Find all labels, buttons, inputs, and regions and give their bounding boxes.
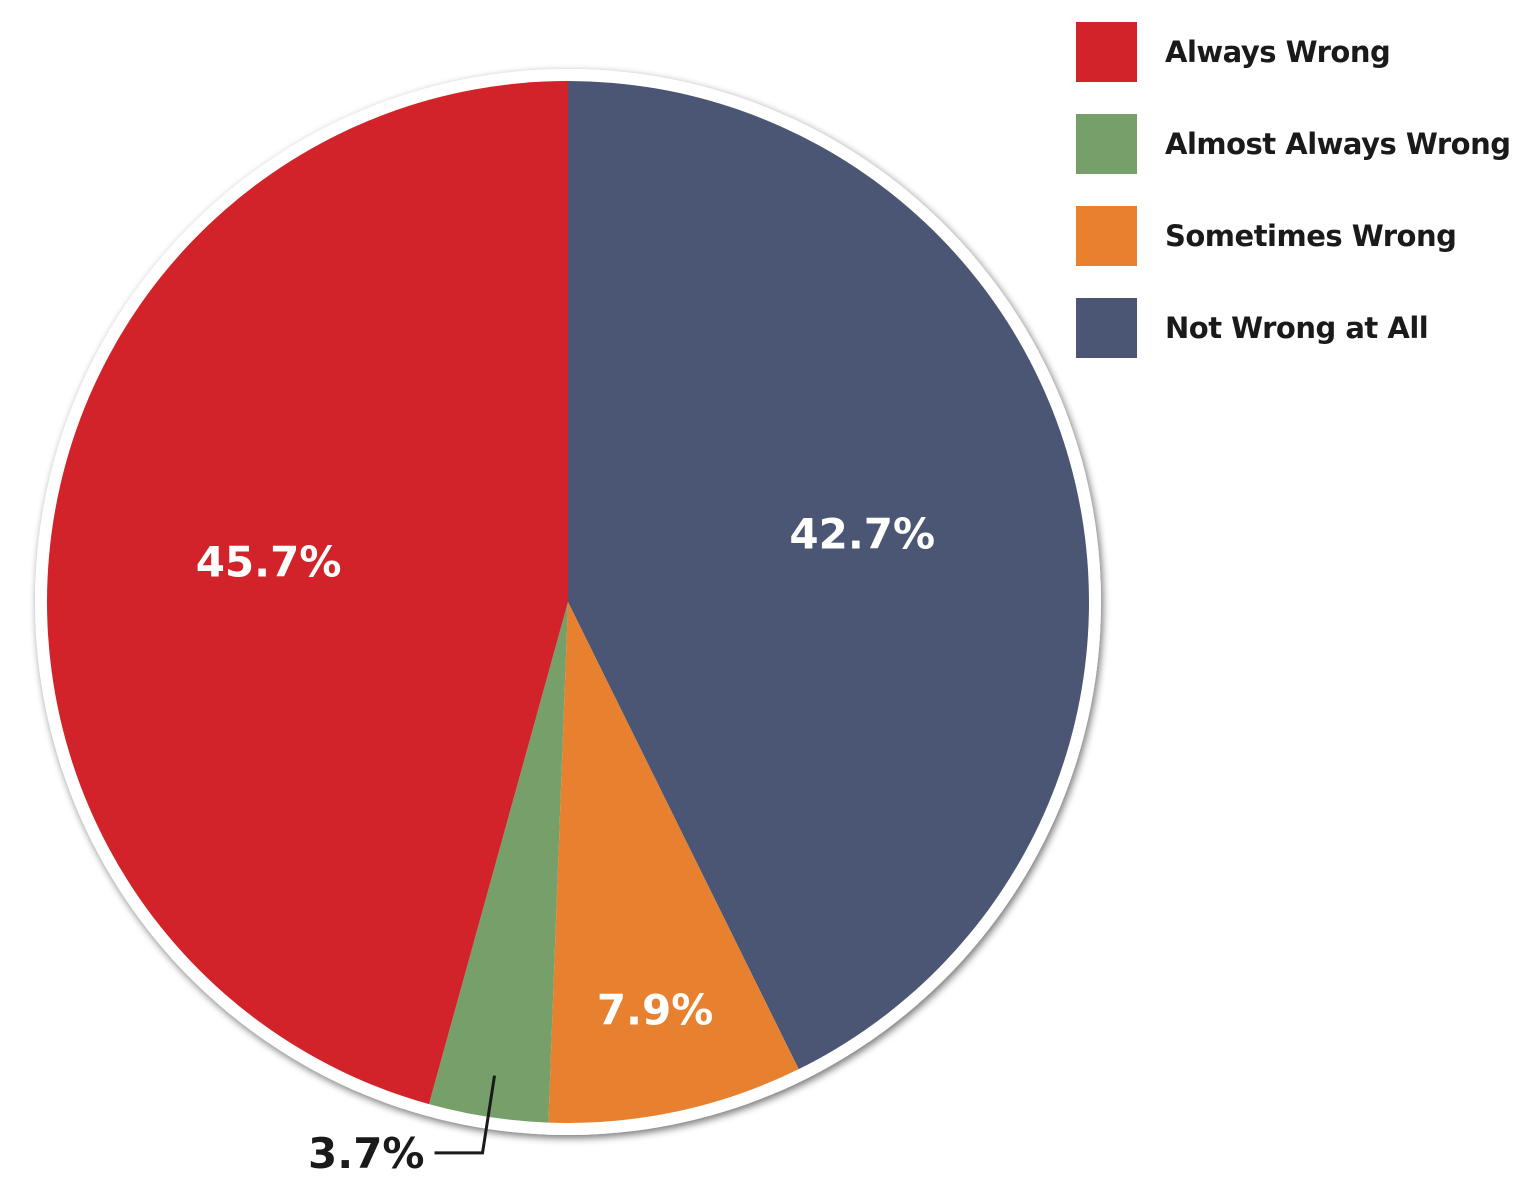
legend-swatch-almost-always-wrong [1076,114,1137,174]
legend-swatch-always-wrong [1076,22,1137,82]
legend-label-not-wrong-at-all: Not Wrong at All [1165,311,1429,345]
value-label-always-wrong: 45.7% [196,537,342,586]
pie-slice-almost-always-wrong [428,602,568,1123]
leader-line-almost-always-wrong [434,1075,496,1155]
legend-item-sometimes-wrong: Sometimes Wrong [1076,206,1536,266]
legend-swatch-sometimes-wrong [1076,206,1137,266]
value-label-almost-always-wrong: 3.7% [308,1129,424,1178]
pie-slices [47,81,1090,1123]
pie-slice-sometimes-wrong [548,602,799,1123]
legend-item-not-wrong-at-all: Not Wrong at All [1076,298,1536,358]
pie-slice-not-wrong-at-all [568,81,1090,1070]
legend-label-always-wrong: Always Wrong [1165,35,1391,69]
legend-swatch-not-wrong-at-all [1076,298,1137,358]
value-label-sometimes-wrong: 7.9% [597,986,713,1035]
legend-label-sometimes-wrong: Sometimes Wrong [1165,219,1457,253]
legend-item-almost-always-wrong: Almost Always Wrong [1076,114,1536,174]
legend-item-always-wrong: Always Wrong [1076,22,1536,82]
value-label-not-wrong-at-all: 42.7% [789,509,935,558]
pie-slice-always-wrong [47,81,569,1105]
pie-value-labels: 42.7% 7.9% 3.7% 45.7% [196,509,935,1178]
legend-label-almost-always-wrong: Almost Always Wrong [1165,127,1511,161]
